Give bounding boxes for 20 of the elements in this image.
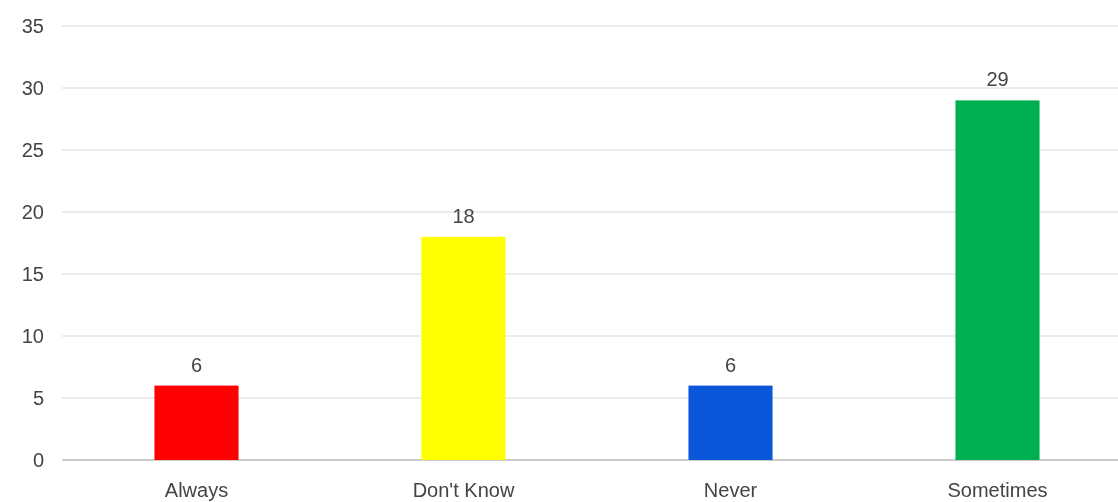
y-tick-label: 25 <box>21 139 44 161</box>
x-tick-label: Sometimes <box>947 479 1048 501</box>
x-tick-label: Never <box>703 479 758 501</box>
bar <box>955 100 1040 460</box>
data-label: 6 <box>724 353 737 376</box>
data-label: 18 <box>452 204 475 227</box>
y-tick-label: 0 <box>32 449 44 471</box>
y-tick-label: 35 <box>21 15 44 37</box>
x-tick-label: Don't Know <box>412 479 515 501</box>
bar <box>154 385 239 460</box>
bar <box>688 385 773 460</box>
y-tick-label: 15 <box>21 263 44 285</box>
y-tick-label: 5 <box>32 387 44 409</box>
y-tick-label: 30 <box>21 77 44 99</box>
data-label: 29 <box>986 68 1009 91</box>
y-tick-label: 20 <box>21 201 44 223</box>
bar <box>421 236 506 460</box>
y-tick-label: 10 <box>21 325 44 347</box>
x-tick-label: Always <box>164 479 229 501</box>
data-label: 6 <box>190 353 203 376</box>
